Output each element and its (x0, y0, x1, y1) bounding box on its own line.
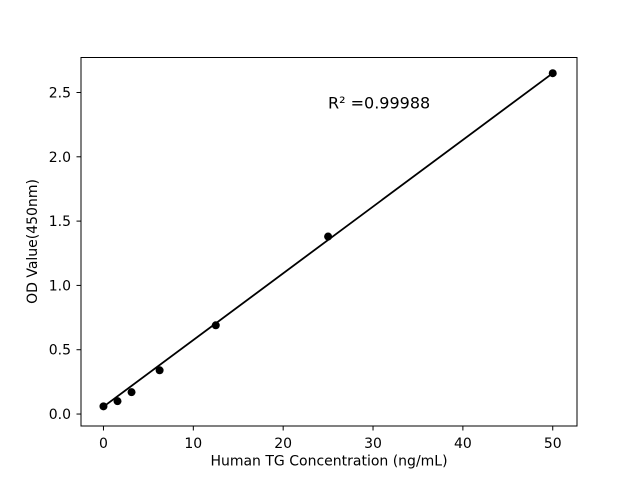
y-tick-label: 2.5 (49, 85, 71, 101)
x-axis-label: Human TG Concentration (ng/mL) (210, 454, 447, 470)
data-point (113, 397, 122, 406)
x-tick-label: 50 (544, 436, 562, 452)
x-tick-label: 40 (454, 436, 472, 452)
data-point (127, 388, 136, 397)
y-axis-label: OD Value(450nm) (25, 179, 41, 304)
x-tick-label: 30 (364, 436, 382, 452)
y-tick-label: 0.5 (49, 343, 71, 359)
y-tick-label: 1.0 (49, 278, 71, 294)
data-point (99, 402, 108, 411)
data-point (548, 69, 557, 78)
r-squared-annotation: R² =0.99988 (328, 94, 430, 113)
y-tick-label: 2.0 (49, 150, 71, 166)
data-point (155, 366, 164, 375)
axes-spines (80, 57, 578, 427)
data-point (211, 321, 220, 330)
y-tick-label: 1.5 (49, 214, 71, 230)
y-tick-label: 0.0 (49, 407, 71, 423)
x-tick-label: 0 (99, 436, 108, 452)
data-point (324, 232, 333, 241)
x-tick-label: 20 (274, 436, 292, 452)
x-tick-label: 10 (184, 436, 202, 452)
plot-area: 0 10 20 30 40 50 0.0 0.5 1.0 1.5 2.0 2.5 (49, 57, 578, 452)
